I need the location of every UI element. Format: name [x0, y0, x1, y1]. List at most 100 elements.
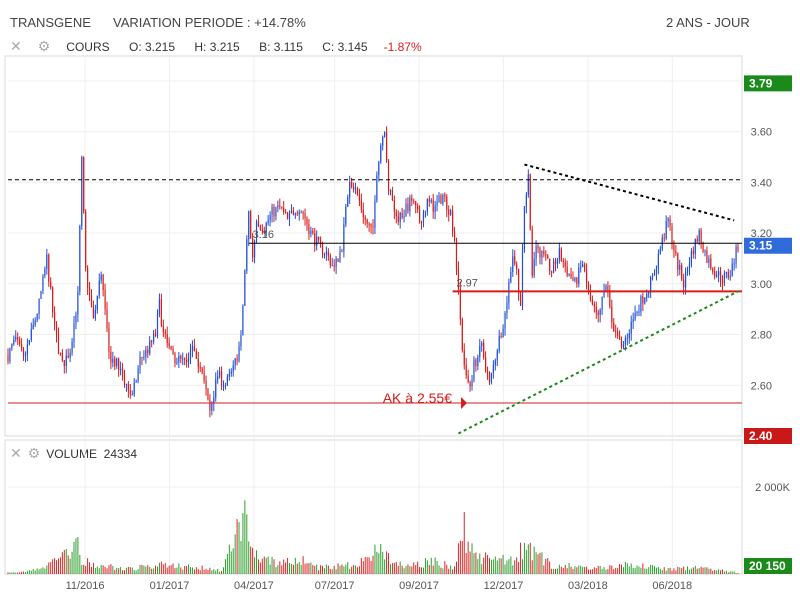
candle-body: [457, 268, 460, 289]
candle-body: [90, 294, 93, 308]
candle-body: [211, 403, 213, 411]
candle-body: [308, 224, 310, 234]
open-value: O: 3.215: [128, 40, 176, 54]
candle-body: [335, 258, 337, 267]
candle-body: [343, 224, 345, 252]
candle-body: [57, 335, 60, 353]
candle-body: [407, 203, 409, 212]
candle-body: [717, 271, 720, 276]
candle-body: [378, 162, 380, 176]
candle-body: [438, 195, 440, 203]
candle-body: [52, 287, 54, 313]
cross-icon[interactable]: ✕: [10, 38, 22, 54]
candle-body: [475, 359, 477, 366]
candle-body: [156, 314, 159, 336]
candle-body: [653, 273, 656, 276]
candle-body: [434, 205, 436, 212]
candle-body: [587, 282, 590, 292]
candle-body: [75, 314, 77, 324]
candle-body: [187, 357, 190, 363]
candle-body: [446, 196, 448, 210]
high-price-tag-text: 3.79: [749, 76, 773, 90]
gear-icon[interactable]: ⚙: [37, 38, 51, 54]
candle-body: [368, 223, 370, 225]
candle-body: [562, 260, 564, 263]
candle-body: [690, 250, 693, 265]
candle-body: [364, 217, 366, 220]
candle-body: [574, 277, 576, 281]
candle-body: [702, 242, 704, 252]
candle-body: [397, 216, 399, 222]
candle-body: [34, 320, 36, 325]
candle-body: [459, 288, 461, 320]
candle-body: [226, 376, 228, 386]
candle-body: [620, 339, 623, 348]
candle-body: [622, 344, 625, 348]
candle-body: [11, 343, 13, 349]
candle-body: [506, 302, 508, 314]
candle-body: [372, 226, 374, 228]
period-label[interactable]: 2 ANS - JOUR: [666, 15, 750, 30]
candle-body: [721, 280, 724, 284]
candle-body: [589, 291, 592, 301]
candle-body: [382, 136, 384, 146]
candle-body: [677, 253, 679, 270]
candle-body: [186, 359, 188, 363]
candle-body: [36, 313, 38, 321]
candle-body: [67, 355, 69, 358]
candle-body: [370, 224, 372, 227]
candle-body: [452, 210, 454, 232]
candle-body: [727, 272, 729, 278]
candle-body: [576, 277, 578, 284]
candle-body: [100, 274, 102, 281]
candle-body: [55, 324, 58, 336]
candle-body: [77, 291, 79, 315]
settings-icon[interactable]: ⚙: [27, 445, 41, 461]
candle-body: [591, 300, 593, 305]
candle-body: [570, 273, 572, 279]
y-tick-label: 2.60: [751, 380, 772, 392]
candle-body: [463, 350, 465, 365]
candle-body: [477, 356, 479, 366]
candle-body: [339, 250, 341, 262]
candle-body: [471, 380, 473, 387]
candle-body: [415, 201, 417, 206]
candle-body: [640, 296, 642, 312]
candle-body: [568, 273, 570, 276]
volume-tick-label: 2 000K: [755, 482, 791, 494]
candle-body: [352, 186, 355, 190]
candle-body: [92, 307, 95, 319]
close-icon[interactable]: ✕: [10, 445, 22, 461]
candle-body: [426, 199, 428, 212]
candle-body: [683, 279, 685, 288]
candle-body: [263, 231, 265, 233]
candle-body: [114, 358, 116, 367]
candle-body: [207, 389, 209, 400]
candle-body: [665, 221, 667, 239]
candle-body: [403, 216, 405, 218]
candle-body: [667, 218, 669, 222]
candle-body: [135, 380, 137, 383]
candle-body: [248, 211, 250, 240]
candle-body: [252, 237, 254, 258]
candle-body: [380, 145, 382, 163]
candle-body: [318, 236, 320, 240]
candle-body: [345, 206, 347, 225]
candle-body: [595, 306, 597, 313]
y-tick-label: 3.40: [751, 177, 772, 189]
candle-body: [19, 339, 21, 345]
candle-body: [729, 276, 731, 278]
candle-body: [349, 182, 351, 198]
chart-header: TRANSGENE VARIATION PERIODE : +14.78% 2 …: [0, 0, 800, 34]
last-volume-text: 20 150: [749, 559, 786, 573]
candle-body: [688, 264, 691, 269]
candle-body: [712, 268, 714, 272]
candle-body: [121, 368, 124, 377]
candle-body: [537, 246, 539, 249]
candle-body: [9, 348, 11, 362]
candle-body: [26, 344, 29, 355]
candle-body: [393, 200, 395, 212]
candle-body: [545, 253, 547, 256]
candle-body: [94, 309, 96, 319]
